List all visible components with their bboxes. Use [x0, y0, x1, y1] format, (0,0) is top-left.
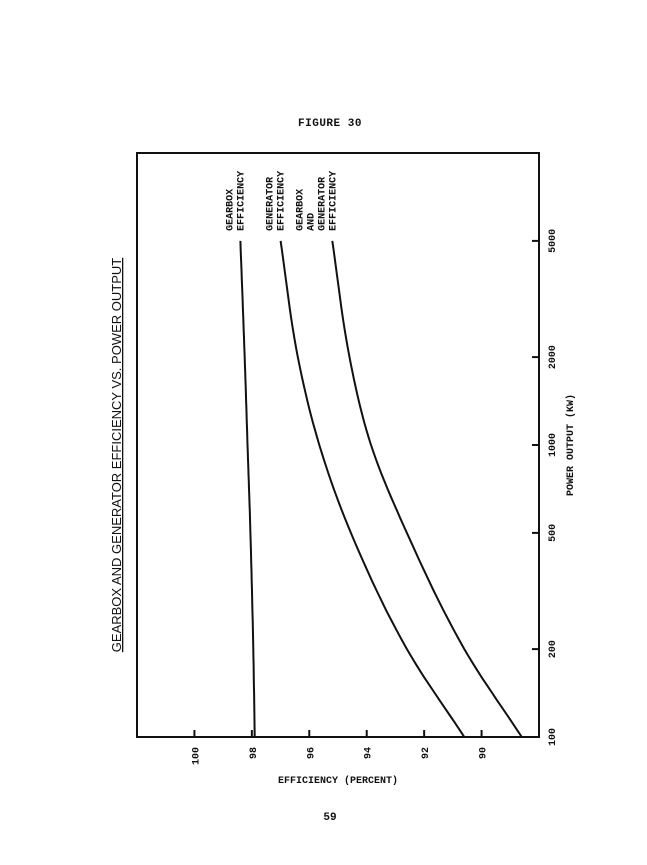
page-number: 59: [323, 812, 337, 824]
x-tick-label: 1000: [548, 433, 559, 457]
series-label: GEARBOX: [225, 189, 236, 231]
chart-title: GEARBOX AND GENERATOR EFFICIENCY VS. POW…: [109, 258, 124, 652]
x-tick-label: 2000: [548, 345, 559, 369]
series-label: GENERATOR: [317, 177, 328, 231]
y-tick-label: 96: [306, 747, 317, 759]
series-line: [331, 240, 523, 738]
figure-label: FIGURE 30: [298, 118, 362, 130]
series-line: [279, 240, 466, 738]
y-tick-label: 90: [479, 747, 490, 759]
plot-frame: [136, 152, 540, 738]
series-lines: [239, 240, 523, 738]
series-label: EFFICIENCY: [328, 171, 339, 231]
series-label: AND: [306, 213, 317, 231]
series-label: EFFICIENCY: [236, 171, 247, 231]
x-axis-title: POWER OUTPUT (KW): [565, 394, 577, 496]
y-tick-label: 92: [421, 747, 432, 759]
series-labels: GEARBOX EFFICIENCY GENERATOR EFFICIENCY GEAR…: [225, 171, 339, 231]
y-tick-label: 100: [191, 747, 202, 765]
series-label: GEARBOX: [295, 189, 306, 231]
series-label: EFFICIENCY: [277, 171, 288, 231]
y-axis-ticks: 90 92 94 96 98 100: [191, 730, 490, 765]
series-label: GENERATOR: [266, 177, 277, 231]
y-axis-title: EFFICIENCY (PERCENT): [278, 775, 398, 787]
x-tick-label: 5000: [548, 229, 559, 253]
rotated-chart-group: 100 200 500 1000 2000 5000 90 92 94 96 98 100 GEAR…: [109, 152, 577, 787]
x-tick-label: 100: [548, 728, 559, 746]
x-tick-label: 500: [548, 524, 559, 542]
x-axis-ticks: 100 200 500 1000 2000 5000: [532, 229, 559, 746]
x-tick-label: 200: [548, 640, 559, 658]
y-tick-label: 94: [364, 747, 375, 759]
y-tick-label: 98: [249, 747, 260, 759]
series-line: [239, 240, 256, 738]
